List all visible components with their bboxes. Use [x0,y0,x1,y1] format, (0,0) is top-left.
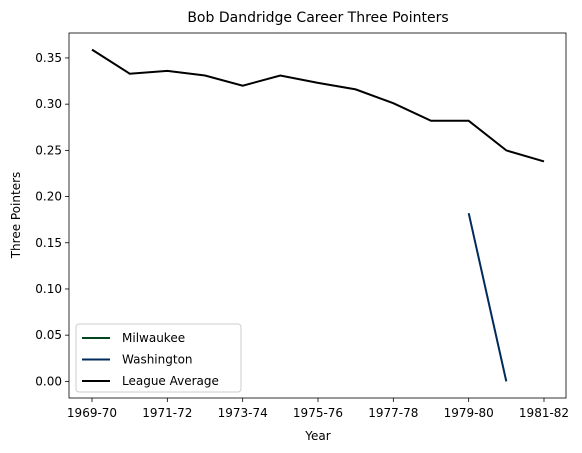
x-tick-label: 1969-70 [67,406,117,420]
x-tick-label: 1977-78 [368,406,418,420]
plot-lines [91,48,545,382]
x-axis: 1969-70 1971-72 1973-74 1975-76 1977-78 1979-… [67,398,569,420]
chart-title: Bob Dandridge Career Three Pointers [187,10,448,26]
series-line-1 [467,212,508,382]
y-tick-label: 0.35 [35,51,62,65]
y-tick-label: 0.10 [35,282,62,296]
y-tick-label: 0.25 [35,143,62,157]
plot-area-frame [68,32,567,399]
y-tick-label: 0.05 [35,328,62,342]
y-axis-label: Three Pointers [9,172,23,260]
x-axis-label: Year [304,429,330,443]
x-tick-label: 1979-80 [444,406,494,420]
y-tick-label: 0.30 [35,97,62,111]
legend-label: Milwaukee [122,331,185,345]
y-axis: 0.00 0.05 0.10 0.15 0.20 0.25 0.30 0.35 [35,51,69,388]
legend: Milwaukee Washington League Average [75,323,242,393]
x-tick-label: 1981-82 [519,406,569,420]
y-tick-label: 0.15 [35,236,62,250]
legend-label: Washington [122,353,193,367]
legend-box [75,323,242,393]
x-tick-label: 1971-72 [142,406,192,420]
x-tick-label: 1973-74 [218,406,268,420]
y-tick-label: 0.20 [35,190,62,204]
series-line-2 [91,48,545,163]
y-tick-label: 0.00 [35,374,62,388]
x-tick-label: 1975-76 [293,406,343,420]
legend-label: League Average [122,374,219,388]
